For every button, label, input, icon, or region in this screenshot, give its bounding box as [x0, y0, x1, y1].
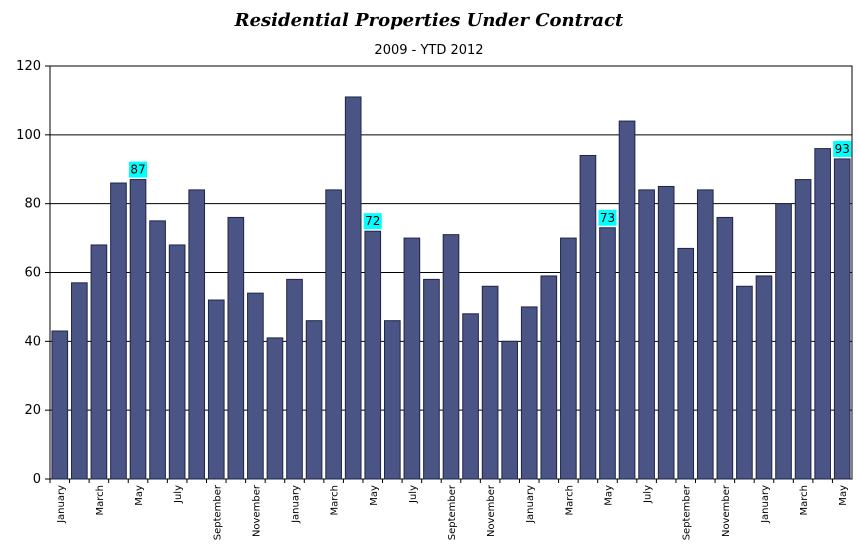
bar [560, 237, 577, 480]
x-tick-label: May [838, 485, 849, 506]
bar [520, 306, 538, 480]
bar [325, 189, 342, 480]
bar [814, 148, 831, 480]
data-label: 72 [365, 214, 380, 228]
x-tick-label: March [799, 485, 810, 515]
bar [227, 216, 245, 480]
bar [364, 230, 382, 480]
x-tick-label: July [408, 485, 419, 504]
bar [540, 275, 558, 480]
bar [481, 285, 499, 480]
bar [305, 320, 323, 480]
y-tick-label: 120 [16, 59, 41, 74]
x-tick-label: March [95, 485, 106, 515]
bar [149, 220, 166, 480]
data-label-bg [363, 213, 382, 230]
x-tick-label: November [486, 484, 497, 537]
x-tick-label: January [760, 485, 771, 524]
x-tick-label: November [251, 484, 262, 537]
x-tick-label: May [603, 485, 614, 506]
x-tick-label: July [643, 485, 654, 504]
bar [716, 216, 734, 480]
bar [599, 227, 616, 480]
bar [129, 179, 147, 480]
x-tick-label: November [721, 484, 732, 537]
data-label: 87 [130, 163, 145, 177]
data-label-bg [833, 140, 852, 157]
bar [247, 292, 264, 480]
y-tick-label: 40 [24, 334, 41, 349]
y-tick-label: 60 [24, 266, 41, 281]
bar [638, 189, 655, 480]
data-label: 73 [600, 211, 615, 225]
chart-subtitle: 2009 - YTD 2012 [374, 43, 484, 58]
x-tick-label: May [134, 485, 145, 506]
x-tick-label: July [173, 485, 184, 504]
y-tick-label: 20 [24, 403, 41, 418]
bar [618, 120, 636, 480]
x-tick-label: September [682, 484, 693, 540]
bar [501, 340, 519, 480]
y-tick-label: 80 [24, 197, 41, 212]
x-tick-label: January [56, 485, 67, 524]
bar [286, 278, 303, 480]
data-label-bg [129, 161, 148, 178]
x-tick-label: January [291, 485, 302, 524]
chart-title: Residential Properties Under Contract [234, 10, 624, 31]
bar [90, 244, 108, 480]
bar [462, 313, 479, 480]
data-label-bg [598, 209, 617, 226]
bar [657, 185, 675, 480]
bar [833, 158, 851, 480]
bar [207, 299, 225, 480]
bar [755, 275, 773, 480]
x-tick-label: January [525, 485, 536, 524]
bar [266, 337, 284, 480]
y-tick-label: 0 [33, 472, 41, 487]
x-tick-label: September [447, 484, 458, 540]
bar [794, 179, 812, 480]
bar [168, 244, 186, 480]
x-tick-label: September [212, 484, 223, 540]
bar [775, 203, 792, 480]
bar [110, 182, 127, 480]
data-label: 93 [835, 142, 850, 156]
x-tick-label: March [564, 485, 575, 515]
bar [344, 96, 362, 480]
bar [403, 237, 421, 480]
x-tick-label: March [330, 485, 341, 515]
y-tick-label: 100 [16, 128, 41, 143]
bar [71, 282, 88, 480]
x-tick-label: May [369, 485, 380, 506]
bar [442, 234, 460, 480]
bar [383, 320, 401, 480]
bar [677, 247, 695, 480]
bar [51, 330, 69, 480]
bar [579, 154, 597, 480]
bar [696, 189, 714, 480]
bar [423, 278, 440, 480]
bar [736, 285, 753, 480]
bar [188, 189, 206, 480]
